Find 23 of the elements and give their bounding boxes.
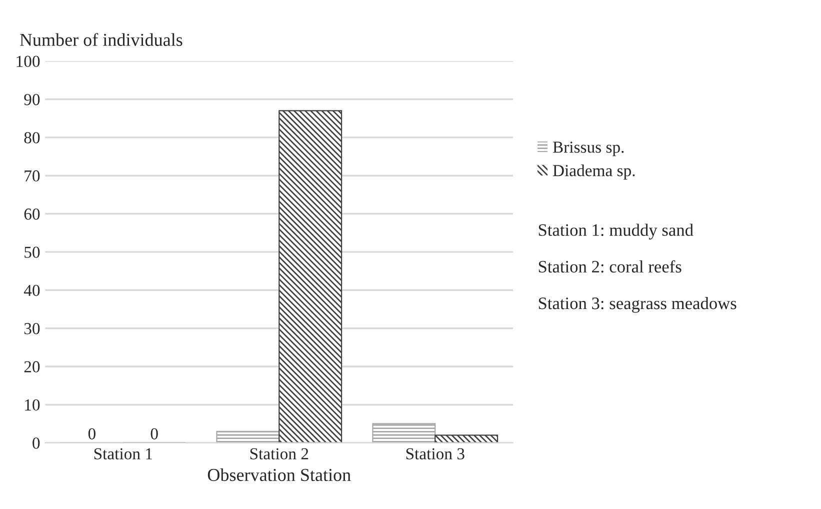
text: Station 3: seagrass meadows [538, 296, 736, 313]
y-tick-label: 70 [24, 170, 40, 182]
text: Station 2: coral reefs [538, 260, 682, 273]
y-tick-label: 60 [24, 208, 40, 220]
legend-label: Brissus sp. [552, 142, 624, 156]
y-axis-title: Number of individuals [20, 33, 182, 46]
x-axis-title: Observation Station [208, 468, 351, 482]
legend-label: Diadema sp. [552, 164, 635, 180]
y-tick-label: 90 [24, 94, 40, 106]
y-tick-label: 40 [24, 284, 40, 296]
text: Station 1: muddy sand [538, 224, 694, 240]
y-tick-label: 10 [25, 399, 40, 411]
y-tick-label: 50 [24, 246, 40, 258]
y-tick-label: 30 [24, 323, 40, 334]
y-tick-label: 80 [24, 132, 40, 144]
data-label: 0 [150, 428, 158, 440]
data-label: 0 [88, 428, 96, 440]
y-tick-label: 20 [24, 361, 40, 372]
x-tick-label: Station 3 [406, 448, 464, 460]
y-tick-label: 0 [32, 438, 40, 449]
x-tick-label: Station 2 [250, 448, 308, 460]
x-tick-label: Station 1 [94, 448, 152, 460]
y-tick-label: 100 [16, 56, 40, 68]
